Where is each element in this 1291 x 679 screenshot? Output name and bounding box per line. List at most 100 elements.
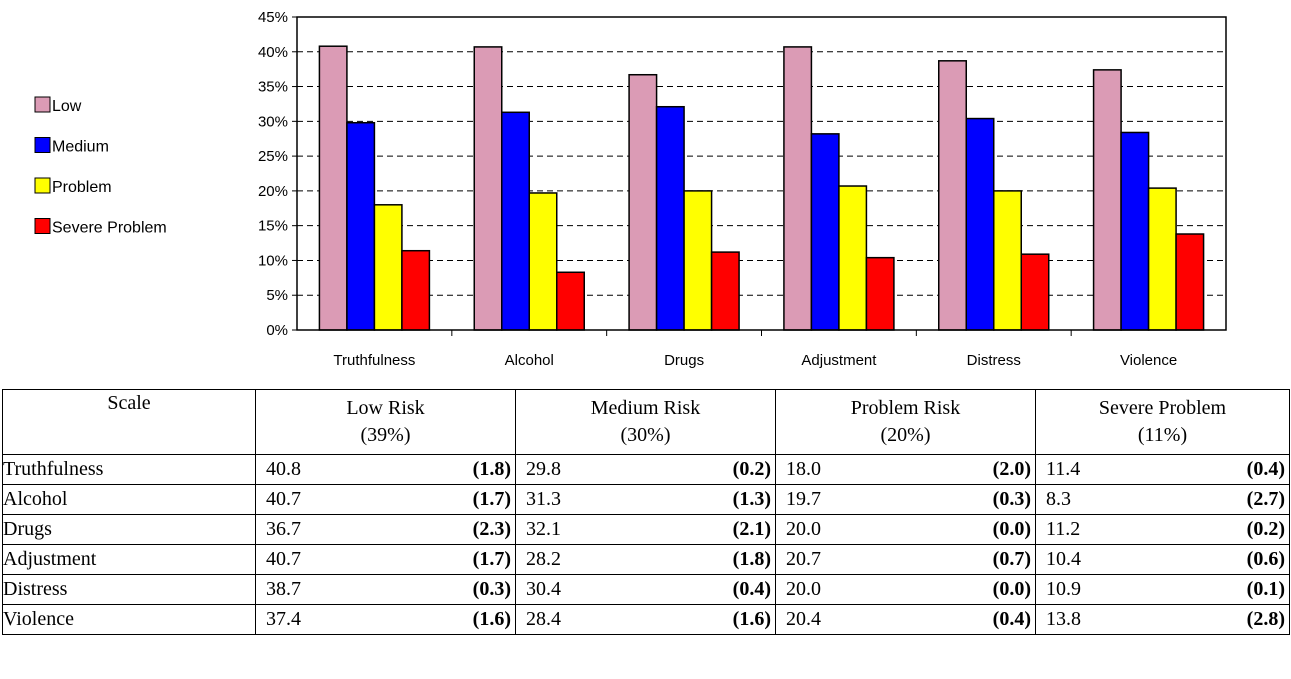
x-category-label: Truthfulness xyxy=(333,352,415,369)
bar-problem xyxy=(373,204,403,331)
percent-value: 20.0 xyxy=(786,578,821,600)
table-header-1: Low Risk (39%) xyxy=(255,389,516,455)
deviation-value: (0.4) xyxy=(1246,458,1285,480)
bar-low xyxy=(318,45,348,331)
deviation-value: (2.3) xyxy=(472,518,511,540)
percent-value: 40.7 xyxy=(266,488,301,510)
percent-value: 38.7 xyxy=(266,578,301,600)
deviation-value: (0.0) xyxy=(992,578,1031,600)
percent-value: 36.7 xyxy=(266,518,301,540)
table-header-3: Problem Risk (20%) xyxy=(775,389,1036,455)
bar-severe-problem xyxy=(865,256,895,331)
legend-label: Severe Problem xyxy=(52,220,167,237)
x-category-label: Adjustment xyxy=(801,352,877,369)
deviation-value: (0.6) xyxy=(1246,548,1285,570)
bar-severe-problem xyxy=(556,271,585,331)
y-tick-label: 15% xyxy=(258,218,288,235)
deviation-value: (0.0) xyxy=(992,518,1031,540)
percent-value: 11.4 xyxy=(1046,458,1081,480)
percent-value: 30.4 xyxy=(526,578,561,600)
deviation-value: (1.6) xyxy=(472,608,511,630)
value-cell: 18.0 (2.0) xyxy=(775,454,1036,485)
y-tick-label: 0% xyxy=(266,322,288,339)
percent-value: 20.7 xyxy=(786,548,821,570)
header-title: Problem Risk xyxy=(850,397,961,419)
gridlines xyxy=(297,51,1226,296)
legend-swatch xyxy=(34,177,51,194)
deviation-value: (2.7) xyxy=(1246,488,1285,510)
header-percent xyxy=(3,417,255,444)
table-body: Truthfulness 40.8 (1.8) 29.8 (0.2) 18.0 (2.0) 1… xyxy=(2,454,1290,635)
scale-name-cell: Drugs xyxy=(2,514,256,545)
value-cell: 10.4 (0.6) xyxy=(1035,544,1290,575)
value-cell: 31.3 (1.3) xyxy=(515,484,776,515)
deviation-value: (0.2) xyxy=(732,458,771,480)
table-row: Distress 38.7 (0.3) 30.4 (0.4) 20.0 (0.0) 10.9 (… xyxy=(2,574,1290,605)
percent-value: 28.2 xyxy=(526,548,561,570)
value-cell: 29.8 (0.2) xyxy=(515,454,776,485)
table-header-0: Scale xyxy=(2,389,256,455)
percent-value: 40.7 xyxy=(266,548,301,570)
bar-low xyxy=(473,46,503,331)
percent-value: 29.8 xyxy=(526,458,561,480)
value-cell: 40.7 (1.7) xyxy=(255,544,516,575)
table-row: Alcohol 40.7 (1.7) 31.3 (1.3) 19.7 (0.3) 8.3 (2.… xyxy=(2,484,1290,515)
legend: Low Medium Problem Severe Problem xyxy=(34,96,167,237)
value-cell: 20.0 (0.0) xyxy=(775,574,1036,605)
percent-value: 20.0 xyxy=(786,518,821,540)
scale-name-cell: Adjustment xyxy=(2,544,256,575)
percent-value: 19.7 xyxy=(786,488,821,510)
bar-problem xyxy=(993,190,1022,331)
x-category-label: Distress xyxy=(967,352,1021,369)
value-cell: 40.7 (1.7) xyxy=(255,484,516,515)
value-cell: 20.0 (0.0) xyxy=(775,514,1036,545)
bar-problem xyxy=(1147,187,1177,331)
value-cell: 28.2 (1.8) xyxy=(515,544,776,575)
percent-value: 10.9 xyxy=(1046,578,1081,600)
bar-problem xyxy=(838,185,868,331)
deviation-value: (0.7) xyxy=(992,548,1031,570)
y-tick-label: 10% xyxy=(258,252,288,269)
value-cell: 30.4 (0.4) xyxy=(515,574,776,605)
deviation-value: (0.4) xyxy=(732,578,771,600)
value-cell: 8.3 (2.7) xyxy=(1035,484,1290,515)
table-row: Violence 37.4 (1.6) 28.4 (1.6) 20.4 (0.4) 13.8 (… xyxy=(2,604,1290,635)
bar-medium xyxy=(965,117,995,331)
value-cell: 11.4 (0.4) xyxy=(1035,454,1290,485)
percent-value: 31.3 xyxy=(526,488,561,510)
header-percent: (39%) xyxy=(360,424,411,446)
bar-low xyxy=(1092,69,1122,331)
bar-severe-problem xyxy=(1020,253,1050,331)
bars xyxy=(318,45,1205,331)
scale-name-cell: Truthfulness xyxy=(2,454,256,485)
percent-value: 10.4 xyxy=(1046,548,1081,570)
y-tick-label: 25% xyxy=(258,148,288,165)
bar-medium xyxy=(346,121,376,331)
bar-problem xyxy=(683,190,713,331)
value-cell: 32.1 (2.1) xyxy=(515,514,776,545)
deviation-value: (2.1) xyxy=(732,518,771,540)
table-row: Drugs 36.7 (2.3) 32.1 (2.1) 20.0 (0.0) 11.2 (0.2… xyxy=(2,514,1290,545)
header-percent: (30%) xyxy=(620,424,671,446)
bar-low xyxy=(783,46,813,331)
legend-swatch xyxy=(34,218,51,234)
percent-value: 18.0 xyxy=(786,458,821,480)
scale-table: Scale Low Risk (39%) Medium Risk (30%) Probl… xyxy=(2,389,1290,635)
x-category-label: Drugs xyxy=(664,352,704,369)
percent-value: 8.3 xyxy=(1046,488,1071,510)
value-cell: 40.8 (1.8) xyxy=(255,454,516,485)
header-percent: (20%) xyxy=(880,424,931,446)
deviation-value: (1.7) xyxy=(472,548,511,570)
bar-chart: 0% 5% 10% 15% 20% 25% 30% 35% 40% 45% Truthfulness… xyxy=(34,9,1227,369)
value-cell: 37.4 (1.6) xyxy=(255,604,516,635)
percent-value: 28.4 xyxy=(526,608,561,630)
scale-name-cell: Alcohol xyxy=(2,484,256,515)
bar-low xyxy=(628,73,658,331)
percent-value: 32.1 xyxy=(526,518,561,540)
value-cell: 20.4 (0.4) xyxy=(775,604,1036,635)
percent-value: 11.2 xyxy=(1046,518,1081,540)
percent-value: 37.4 xyxy=(266,608,301,630)
scale-name-cell: Distress xyxy=(2,574,256,605)
value-cell: 10.9 (0.1) xyxy=(1035,574,1290,605)
deviation-value: (0.3) xyxy=(472,578,511,600)
